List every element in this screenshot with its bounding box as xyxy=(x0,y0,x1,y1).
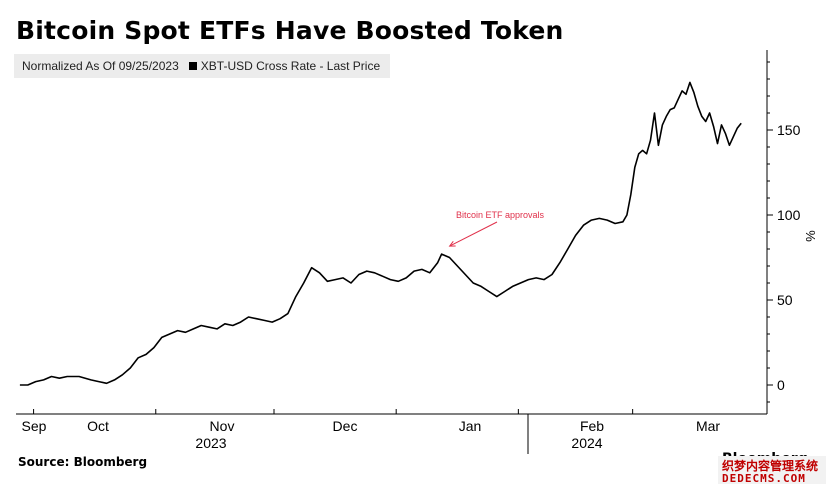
y-tick-label: 150 xyxy=(777,122,801,138)
x-tick-label: Dec xyxy=(333,418,358,434)
watermark-background xyxy=(718,456,826,484)
normalized-note: Normalized As Of 09/25/2023 xyxy=(22,59,179,73)
watermark-domain: DEDECMS.COM xyxy=(722,472,806,485)
x-tick-label: Feb xyxy=(580,418,604,434)
series-line xyxy=(19,81,742,386)
source-note: Source: Bloomberg xyxy=(18,455,148,469)
annotation-arrowhead xyxy=(448,241,456,247)
x-tick-label: Oct xyxy=(87,418,109,434)
legend-swatch-icon xyxy=(188,62,197,70)
watermark-title: 织梦内容管理系统 xyxy=(722,459,819,473)
x-tick-label: Mar xyxy=(696,418,720,434)
x-year-label: 2024 xyxy=(571,435,602,451)
legend-bar: Normalized As Of 09/25/2023 XBT-USD Cros… xyxy=(14,54,391,78)
chart-title: Bitcoin Spot ETFs Have Boosted Token xyxy=(16,16,564,45)
x-year-label: 2023 xyxy=(195,435,226,451)
annotation-label: Bitcoin ETF approvals xyxy=(456,210,545,220)
x-tick-label: Nov xyxy=(210,418,235,434)
x-tick-label: Sep xyxy=(22,418,47,434)
y-tick-label: 50 xyxy=(777,292,793,308)
annotation-arrow xyxy=(449,221,498,247)
y-tick-label: 100 xyxy=(777,207,801,223)
x-tick-label: Jan xyxy=(459,418,482,434)
y-tick-label: 0 xyxy=(777,377,785,393)
legend-label: XBT-USD Cross Rate - Last Price xyxy=(200,59,381,73)
y-axis-label: % xyxy=(803,230,818,242)
